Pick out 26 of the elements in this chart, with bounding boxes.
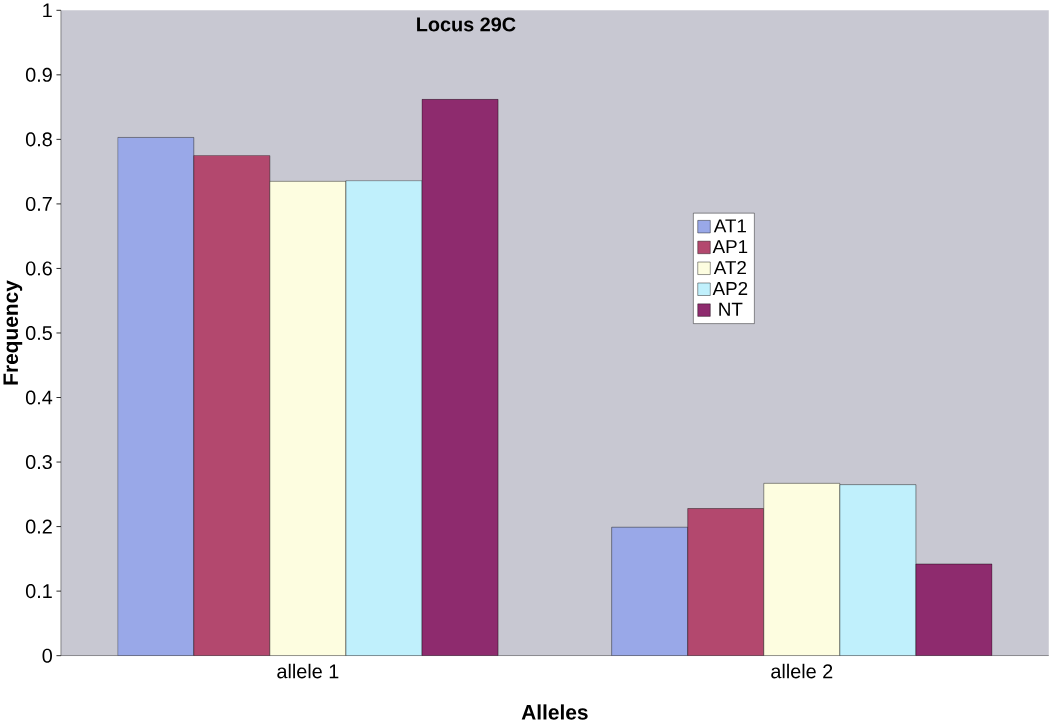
y-tick-label: 0.8 — [25, 132, 52, 147]
legend-label: AP1 — [712, 240, 748, 254]
y-tick-label: 0.1 — [25, 584, 52, 599]
legend-label: AT2 — [713, 260, 746, 274]
y-tick-label: 0.2 — [25, 519, 52, 534]
bar — [839, 484, 917, 656]
x-tick-label: allele 1 — [277, 663, 339, 679]
y-tick-label: 0.7 — [25, 196, 52, 211]
y-tick-label: 0 — [42, 648, 52, 663]
y-axis-title: Frequency — [3, 280, 23, 385]
chart-title: Locus 29C — [417, 17, 516, 32]
legend-label: AT1 — [713, 219, 746, 233]
y-tick-label: 0.5 — [25, 325, 52, 340]
x-tick-label: allele 2 — [771, 663, 833, 679]
y-tick-label: 0.9 — [25, 67, 52, 82]
y-tick-label: 0.6 — [25, 261, 52, 276]
bar — [611, 526, 688, 656]
legend-label: AP2 — [712, 281, 748, 295]
bar — [421, 99, 499, 656]
y-tick-label: 1 — [43, 3, 52, 18]
legend-label: NT — [719, 302, 743, 316]
bar — [345, 180, 422, 656]
y-tick-label: 0.4 — [25, 390, 53, 405]
x-axis-title: Alleles — [521, 704, 588, 720]
y-tick-label: 0.3 — [25, 454, 52, 469]
bar — [117, 137, 194, 656]
